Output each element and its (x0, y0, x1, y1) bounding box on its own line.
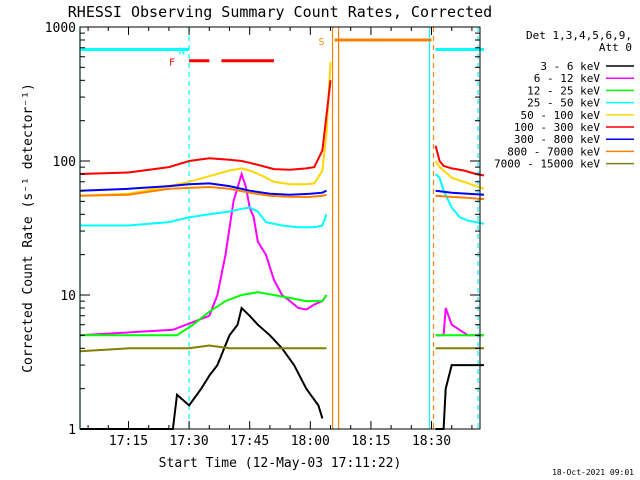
x-tick-label: 18:00 (291, 434, 330, 449)
legend-label: 100 - 300 keV (514, 121, 600, 134)
series-line (80, 306, 324, 430)
series-line (434, 173, 485, 225)
series-line (79, 80, 332, 175)
footer-date: 18-Oct-2021 09:01 (552, 468, 634, 477)
legend-label: 3 - 6 keV (540, 60, 600, 73)
x-tick-label: 17:45 (230, 434, 269, 449)
legend-label: 12 - 25 keV (527, 84, 600, 97)
x-tick-label: 17:15 (109, 434, 148, 449)
plot-area: NF S (79, 27, 485, 430)
x-tick-label: 17:30 (170, 434, 209, 449)
y-tick-label: 100 (53, 155, 76, 170)
series-line (80, 206, 328, 229)
legend-label: 800 - 7000 keV (507, 145, 600, 158)
series-line (435, 194, 485, 201)
x-tick-label: 18:30 (412, 434, 451, 449)
legend-label: 6 - 12 keV (534, 72, 601, 85)
axes: 17:15 17:30 17:45 18:00 18:15 18:30 1 10 100 1000 (45, 21, 480, 449)
y-axis-label: Corrected Count Rate (s⁻¹ detector⁻¹) (21, 83, 36, 373)
series-line (79, 185, 327, 198)
y-tick-label: 10 (60, 289, 76, 304)
series-line (435, 364, 484, 430)
legend-header: Att 0 (599, 41, 632, 54)
series-line (79, 344, 327, 353)
y-tick-label: 1 (68, 423, 76, 438)
series-line (79, 170, 328, 337)
legend-label: 300 - 800 keV (514, 133, 600, 146)
legend-header: Det 1,3,4,5,6,9, (526, 29, 632, 42)
series-line (434, 160, 485, 190)
series-line (80, 291, 328, 337)
plot-frame (79, 26, 481, 430)
chart-title: RHESSI Observing Summary Count Rates, Co… (68, 3, 492, 21)
legend-label: 7000 - 15000 keV (494, 158, 600, 171)
series-line (435, 189, 485, 196)
series-line (79, 61, 332, 197)
legend-label: 50 - 100 keV (521, 109, 601, 122)
y-tick-label: 1000 (45, 21, 76, 36)
flag-annotation-s: S (318, 37, 324, 48)
flag-annotation-f: F (169, 58, 175, 69)
x-tick-label: 18:15 (351, 434, 390, 449)
legend-label: 25 - 50 keV (527, 97, 600, 110)
series-line (79, 182, 327, 196)
x-axis-label: Start Time (12-May-03 17:11:22) (159, 456, 402, 471)
flag-annotation-n: N (179, 46, 185, 57)
